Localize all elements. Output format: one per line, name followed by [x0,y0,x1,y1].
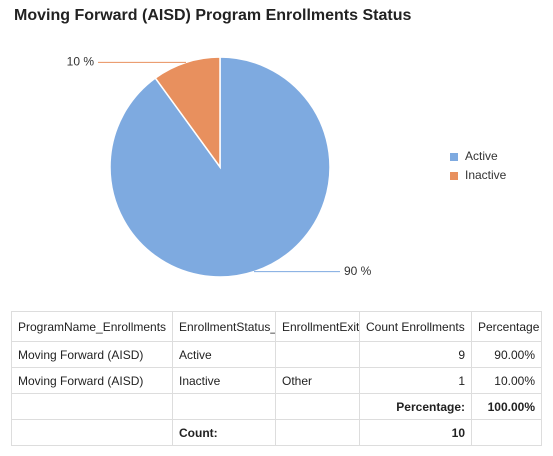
data-label: 10 % [67,55,95,69]
column-header: EnrollmentExit [275,311,360,342]
totals-row: Count: 10 [11,419,542,446]
header-row: ProgramName_Enrollments EnrollmentStatus_… [11,311,542,342]
legend-swatch [450,153,458,161]
total-cell: 10 [359,419,472,446]
table-cell: Moving Forward (AISD) [11,367,173,394]
column-header: Percentage [471,311,542,342]
table-row: Moving Forward (AISD) Inactive Other 1 10.00… [11,367,542,394]
table-cell [275,341,360,368]
table-cell: 90.00% [471,341,542,368]
table-cell: Inactive [172,367,276,394]
total-cell: Count: [172,419,276,446]
table-cell [172,393,276,420]
data-label: 90 % [344,264,372,278]
table-cell [275,393,360,420]
table-cell [11,393,173,420]
total-cell: 100.00% [471,393,542,420]
table-row: Moving Forward (AISD) Active 9 90.00% [11,341,542,368]
column-header: ProgramName_Enrollments [11,311,173,342]
table-cell: 9 [359,341,472,368]
table-cell: Active [172,341,276,368]
column-header: EnrollmentStatus_ [172,311,276,342]
table-cell [11,419,173,446]
table-cell: 10.00% [471,367,542,394]
legend-label: Active [465,149,498,163]
totals-row: Percentage: 100.00% [11,393,542,420]
table-cell: Other [275,367,360,394]
table-cell [471,419,542,446]
table-cell: 1 [359,367,472,394]
chart: 90 % 10 % Active Inactive [67,55,507,278]
legend-swatch [450,172,458,180]
column-header: Count Enrollments [359,311,472,342]
table-cell: Moving Forward (AISD) [11,341,173,368]
data-table: ProgramName_Enrollments EnrollmentStatus_… [11,311,542,446]
chart-title: Moving Forward (AISD) Program Enrollment… [14,7,412,24]
pie-slice [154,56,221,170]
total-cell: Percentage: [359,393,472,420]
table-cell [275,419,360,446]
legend-label: Inactive [465,168,507,182]
